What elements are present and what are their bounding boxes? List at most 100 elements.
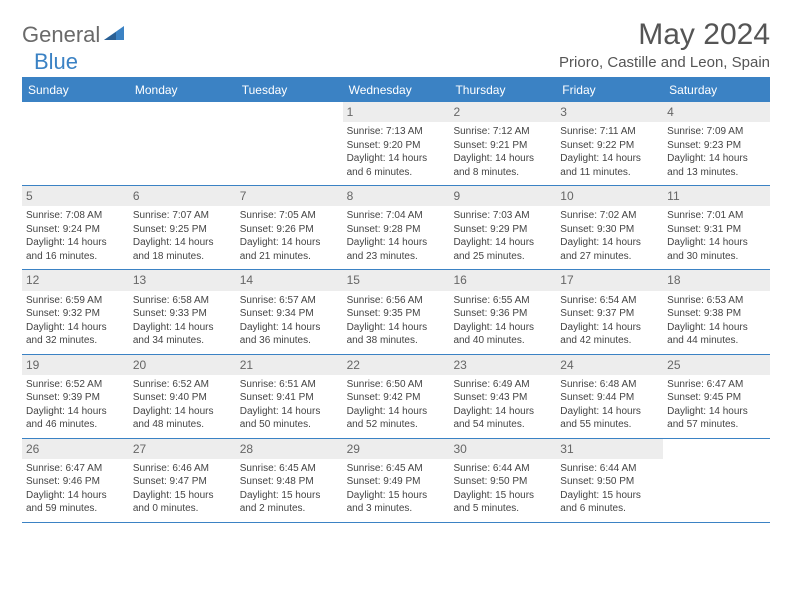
day-number: 19 [22,355,129,375]
sunrise-line: Sunrise: 6:55 AM [453,294,552,308]
day-number: 1 [343,102,450,122]
sunrise-line: Sunrise: 6:44 AM [560,462,659,476]
daylight-line-1: Daylight: 14 hours [26,321,125,335]
day-number: 26 [22,439,129,459]
daylight-line-2: and 2 minutes. [240,502,339,516]
sunset-line: Sunset: 9:43 PM [453,391,552,405]
daylight-line-1: Daylight: 14 hours [133,405,232,419]
daylight-line-2: and 54 minutes. [453,418,552,432]
day-cell: 23 Sunrise: 6:49 AMSunset: 9:43 PMDayligh… [449,355,556,438]
sunrise-line: Sunrise: 7:13 AM [347,125,446,139]
sunset-line: Sunset: 9:42 PM [347,391,446,405]
day-cell: 28Sunrise: 6:45 AMSunset: 9:48 PMDayligh… [236,439,343,522]
weekday-header: Tuesday [236,79,343,102]
sunset-line: Sunset: 9:29 PM [453,223,552,237]
day-cell: 11Sunrise: 7:01 AMSunset: 9:31 PMDayligh… [663,186,770,269]
logo-text-2: Blue [34,49,78,75]
weekday-header: Friday [556,79,663,102]
day-number: 22 [343,355,450,375]
day-cell: 17Sunrise: 6:54 AMSunset: 9:37 PMDayligh… [556,270,663,353]
day-number: 7 [236,186,343,206]
daylight-line-2: and 8 minutes. [453,166,552,180]
day-cell: 1Sunrise: 7:13 AMSunset: 9:20 PMDaylight… [343,102,450,185]
daylight-line-2: and 46 minutes. [26,418,125,432]
weekday-header: Thursday [449,79,556,102]
daylight-line-1: Daylight: 14 hours [133,321,232,335]
sunset-line: Sunset: 9:40 PM [133,391,232,405]
day-number: 27 [129,439,236,459]
daylight-line-2: and 6 minutes. [560,502,659,516]
weekday-header: Saturday [663,79,770,102]
daylight-line-1: Daylight: 14 hours [26,405,125,419]
daylight-line-2: and 44 minutes. [667,334,766,348]
sunset-line: Sunset: 9:23 PM [667,139,766,153]
sunset-line: Sunset: 9:45 PM [667,391,766,405]
sunset-line: Sunset: 9:21 PM [453,139,552,153]
day-cell: . [663,439,770,522]
sunrise-line: Sunrise: 6:52 AM [133,378,232,392]
sunset-line: Sunset: 9:34 PM [240,307,339,321]
day-number: 2 [449,102,556,122]
sunset-line: Sunset: 9:35 PM [347,307,446,321]
sunset-line: Sunset: 9:33 PM [133,307,232,321]
day-cell: 6Sunrise: 7:07 AMSunset: 9:25 PMDaylight… [129,186,236,269]
daylight-line-1: Daylight: 14 hours [453,405,552,419]
daylight-line-1: Daylight: 14 hours [453,236,552,250]
sunrise-line: Sunrise: 6:48 AM [560,378,659,392]
sunrise-line: Sunrise: 6:49 AM [453,378,552,392]
day-cell: 25Sunrise: 6:47 AMSunset: 9:45 PMDayligh… [663,355,770,438]
day-number: 15 [343,270,450,290]
day-cell: 10Sunrise: 7:02 AMSunset: 9:30 PMDayligh… [556,186,663,269]
daylight-line-1: Daylight: 14 hours [560,236,659,250]
daylight-line-2: and 59 minutes. [26,502,125,516]
week-row: 12Sunrise: 6:59 AMSunset: 9:32 PMDayligh… [22,270,770,354]
daylight-line-2: and 32 minutes. [26,334,125,348]
day-number: 16 [449,270,556,290]
week-row: 26Sunrise: 6:47 AMSunset: 9:46 PMDayligh… [22,439,770,523]
day-number: 21 [236,355,343,375]
daylight-line-2: and 16 minutes. [26,250,125,264]
daylight-line-2: and 0 minutes. [133,502,232,516]
daylight-line-1: Daylight: 14 hours [133,236,232,250]
sunrise-line: Sunrise: 6:51 AM [240,378,339,392]
sunset-line: Sunset: 9:48 PM [240,475,339,489]
day-cell: 20Sunrise: 6:52 AMSunset: 9:40 PMDayligh… [129,355,236,438]
daylight-line-1: Daylight: 14 hours [240,236,339,250]
week-row: 5Sunrise: 7:08 AMSunset: 9:24 PMDaylight… [22,186,770,270]
daylight-line-1: Daylight: 14 hours [347,152,446,166]
sunset-line: Sunset: 9:32 PM [26,307,125,321]
sunrise-line: Sunrise: 7:03 AM [453,209,552,223]
sunset-line: Sunset: 9:22 PM [560,139,659,153]
sunrise-line: Sunrise: 7:08 AM [26,209,125,223]
daylight-line-1: Daylight: 14 hours [347,236,446,250]
day-cell: 26Sunrise: 6:47 AMSunset: 9:46 PMDayligh… [22,439,129,522]
day-cell: 16Sunrise: 6:55 AMSunset: 9:36 PMDayligh… [449,270,556,353]
day-number: 11 [663,186,770,206]
daylight-line-1: Daylight: 14 hours [347,321,446,335]
logo-triangle-icon [104,24,126,47]
daylight-line-1: Daylight: 15 hours [560,489,659,503]
sunrise-line: Sunrise: 7:07 AM [133,209,232,223]
title-block: May 2024 Prioro, Castille and Leon, Spai… [559,18,770,71]
daylight-line-2: and 11 minutes. [560,166,659,180]
logo: General [22,18,128,48]
sunrise-line: Sunrise: 6:52 AM [26,378,125,392]
day-number: 28 [236,439,343,459]
day-number: 23 [449,355,556,375]
daylight-line-1: Daylight: 14 hours [560,405,659,419]
day-number: 24 [556,355,663,375]
daylight-line-1: Daylight: 15 hours [347,489,446,503]
day-number: 13 [129,270,236,290]
day-number: 18 [663,270,770,290]
day-number: 4 [663,102,770,122]
sunrise-line: Sunrise: 6:53 AM [667,294,766,308]
daylight-line-1: Daylight: 14 hours [453,152,552,166]
day-cell: 29Sunrise: 6:45 AMSunset: 9:49 PMDayligh… [343,439,450,522]
daylight-line-2: and 57 minutes. [667,418,766,432]
day-cell: 19Sunrise: 6:52 AMSunset: 9:39 PMDayligh… [22,355,129,438]
sunrise-line: Sunrise: 6:56 AM [347,294,446,308]
sunrise-line: Sunrise: 6:58 AM [133,294,232,308]
day-number: 8 [343,186,450,206]
daylight-line-1: Daylight: 14 hours [667,236,766,250]
day-cell: 18Sunrise: 6:53 AMSunset: 9:38 PMDayligh… [663,270,770,353]
